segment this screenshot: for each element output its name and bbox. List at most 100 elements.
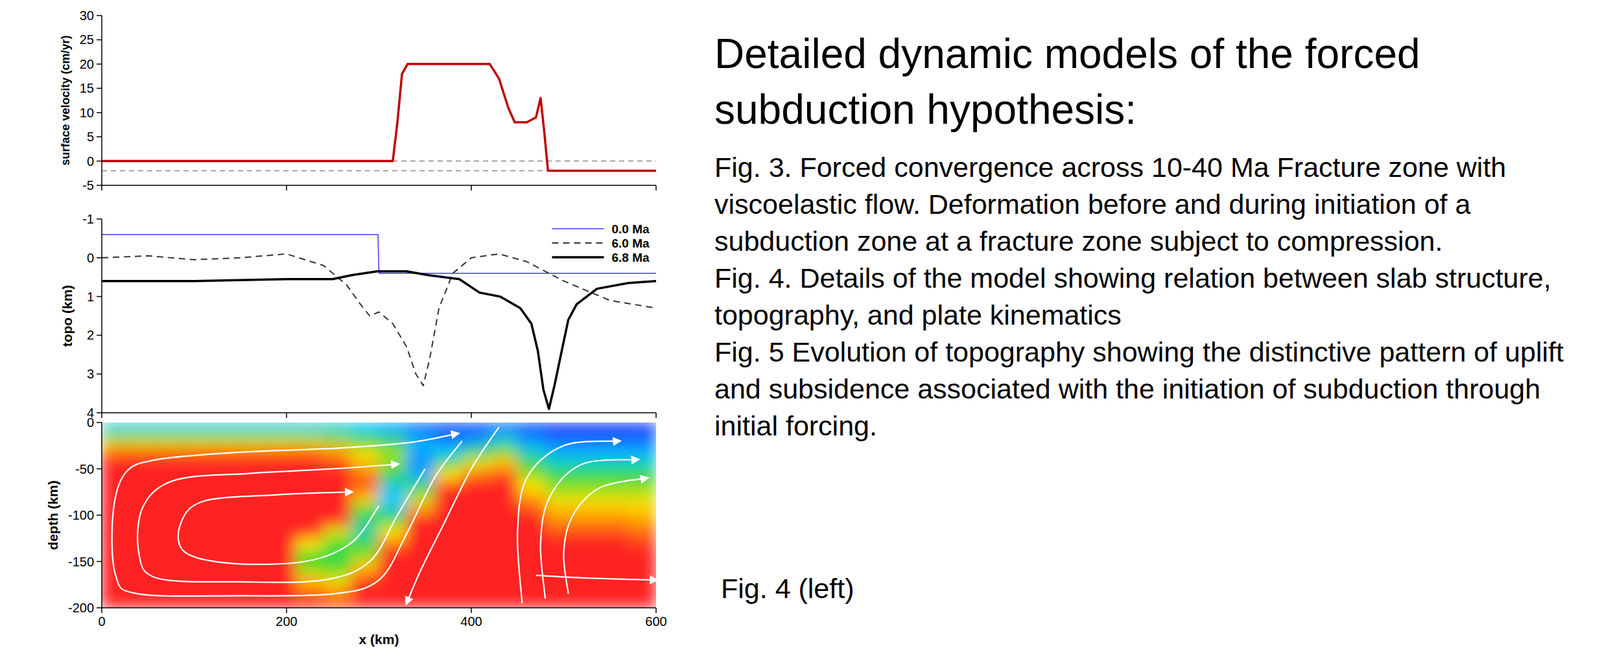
heat-cell: [101, 457, 130, 470]
heat-cell: [628, 596, 657, 609]
heat-cell: [434, 584, 463, 598]
heat-cell: [101, 445, 130, 458]
heat-cell: [461, 596, 491, 609]
heat-cell: [239, 492, 269, 505]
heat-cell: [434, 526, 463, 539]
heat-cell: [461, 538, 491, 551]
x-tick: [655, 608, 657, 614]
y-tick: [96, 514, 102, 517]
heat-cell: [489, 445, 518, 458]
heat-cell: [184, 515, 214, 528]
heat-cell: [295, 433, 325, 447]
heat-cell: [406, 526, 436, 539]
heat-cell: [378, 573, 408, 586]
heat-cell: [434, 515, 463, 528]
series-line: [101, 254, 657, 386]
heat-cell: [212, 573, 242, 586]
y-tick: [96, 373, 102, 375]
legend-label: 6.8 Ma: [611, 250, 650, 265]
heat-cell: [545, 584, 574, 598]
heat-cell: [184, 492, 214, 505]
x-tick: [101, 185, 103, 191]
x-tick-label: 600: [645, 614, 667, 629]
y-tick-label: 0: [86, 415, 95, 430]
legend-swatch: [551, 228, 604, 230]
panel: -101234topo (km)0.0 Ma6.0 Ma6.8 Ma: [59, 211, 657, 421]
y-tick: [96, 412, 102, 414]
y-tick-label: -1: [82, 211, 95, 227]
x-axis: [101, 412, 657, 414]
y-tick-label: 2: [86, 328, 95, 343]
heat-cell: [489, 468, 518, 482]
heat-cell: [295, 526, 325, 539]
heat-cell: [156, 492, 186, 505]
y-tick: [96, 607, 102, 609]
heat-cell: [212, 538, 242, 551]
heat-cell: [184, 526, 214, 539]
heat-cell: [323, 433, 353, 447]
heat-cell: [545, 596, 574, 609]
y-tick: [96, 63, 102, 65]
heat-cell: [489, 492, 518, 505]
heat-cell: [489, 549, 518, 563]
heat-cell: [378, 549, 408, 563]
heat-cell: [628, 549, 657, 563]
heat-cell: [350, 468, 380, 482]
y-tick-label: 15: [79, 81, 95, 96]
heat-cell: [295, 538, 325, 551]
y-tick-label: 10: [79, 105, 95, 120]
heat-cell: [600, 549, 629, 563]
x-tick: [655, 185, 657, 191]
x-tick: [470, 608, 472, 614]
plot-area: [101, 64, 657, 172]
y-tick-label: 0: [86, 154, 95, 169]
y-tick-label: 5: [86, 129, 95, 144]
heat-cell: [295, 480, 325, 493]
heat-cell: [239, 422, 269, 435]
heat-cell: [489, 573, 518, 586]
heat-cell: [267, 573, 297, 586]
y-tick-label: 20: [79, 57, 95, 72]
x-tick: [470, 185, 472, 191]
heatmap: [101, 422, 657, 609]
heat-cell: [101, 503, 130, 517]
heat-cell: [129, 515, 158, 528]
heat-cell: [267, 526, 297, 539]
heat-cell: [156, 503, 186, 517]
heat-cell: [572, 515, 601, 528]
heat-cell: [461, 549, 491, 563]
heat-cell: [323, 526, 353, 539]
x-tick-label: 400: [460, 614, 482, 629]
heat-cell: [156, 596, 186, 609]
heat-cell: [406, 422, 436, 435]
heat-cell: [545, 422, 574, 435]
heat-cell: [239, 596, 269, 609]
heat-cell: [378, 422, 408, 435]
heat-cell: [434, 422, 463, 435]
heat-cell: [572, 538, 601, 551]
y-tick: [96, 88, 102, 90]
heat-cell: [489, 515, 518, 528]
heat-cell: [239, 468, 269, 482]
heat-cell: [406, 538, 436, 551]
heat-cell: [129, 573, 158, 586]
heat-cell: [378, 480, 408, 493]
heat-cell: [628, 584, 657, 598]
y-tick: [96, 39, 102, 41]
heat-cell: [323, 503, 353, 517]
streamline: [112, 433, 463, 597]
heat-cell: [212, 503, 242, 517]
heat-cell: [628, 480, 657, 493]
heat-cell: [239, 503, 269, 517]
heat-cell: [101, 433, 130, 447]
heat-cell: [156, 526, 186, 539]
heat-cell: [239, 561, 269, 574]
heat-cell: [323, 422, 353, 435]
heat-cell: [350, 492, 380, 505]
panel: -5051015202530surface velocity (cm/yr): [58, 8, 657, 193]
x-axis: [101, 184, 657, 187]
heat-cell: [600, 422, 629, 435]
heat-cell: [129, 480, 158, 493]
y-tick-label: 3: [86, 366, 95, 382]
heat-cell: [378, 468, 408, 482]
